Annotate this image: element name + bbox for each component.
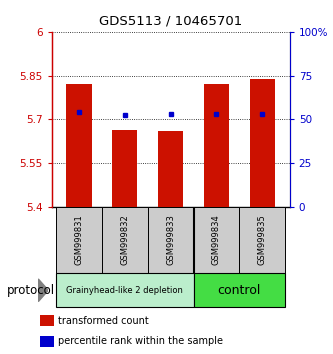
Text: Grainyhead-like 2 depletion: Grainyhead-like 2 depletion — [67, 286, 183, 295]
Title: GDS5113 / 10465701: GDS5113 / 10465701 — [99, 15, 242, 28]
Bar — [239, 207, 285, 273]
Bar — [40, 336, 54, 347]
Text: GSM999831: GSM999831 — [75, 215, 84, 265]
Text: GSM999832: GSM999832 — [120, 215, 130, 265]
Bar — [193, 273, 285, 307]
Bar — [148, 207, 193, 273]
Bar — [40, 315, 54, 326]
Bar — [102, 207, 148, 273]
Text: GSM999833: GSM999833 — [166, 215, 175, 265]
Bar — [67, 84, 92, 207]
Text: GSM999835: GSM999835 — [258, 215, 267, 265]
Bar — [193, 207, 239, 273]
Text: protocol: protocol — [7, 284, 55, 297]
Text: percentile rank within the sample: percentile rank within the sample — [58, 336, 223, 346]
Text: control: control — [218, 284, 261, 297]
Text: transformed count: transformed count — [58, 316, 149, 326]
Bar — [250, 79, 275, 207]
Bar — [112, 130, 138, 207]
Text: GSM999834: GSM999834 — [212, 215, 221, 265]
Polygon shape — [38, 279, 48, 302]
Bar — [204, 84, 229, 207]
Bar — [56, 273, 193, 307]
Bar — [158, 131, 183, 207]
Bar — [56, 207, 102, 273]
